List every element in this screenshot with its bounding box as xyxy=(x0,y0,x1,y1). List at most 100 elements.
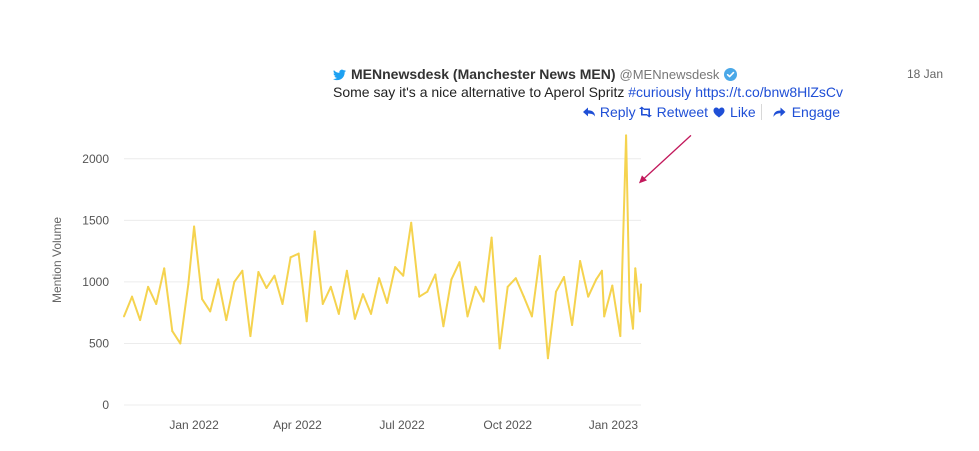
data-point xyxy=(458,261,461,264)
data-point xyxy=(155,303,158,306)
data-point xyxy=(522,295,525,298)
retweet-icon xyxy=(638,106,652,118)
tweet-author-name[interactable]: MENnewsdesk (Manchester News MEN) xyxy=(351,66,616,82)
like-label: Like xyxy=(730,104,756,120)
data-point xyxy=(305,320,308,323)
tweet-hashtag-link[interactable]: #curiously xyxy=(628,84,692,100)
y-axis-title: Mention Volume xyxy=(50,217,64,303)
data-point xyxy=(530,315,533,318)
data-point xyxy=(187,283,190,286)
data-point xyxy=(640,283,642,286)
data-point xyxy=(611,284,614,287)
data-point xyxy=(498,347,501,350)
x-tick-label: Jul 2022 xyxy=(379,418,425,432)
y-tick-label: 2000 xyxy=(82,152,109,166)
y-tick-label: 1000 xyxy=(82,275,109,289)
data-point xyxy=(595,278,598,281)
data-point xyxy=(482,300,485,303)
data-point xyxy=(450,278,453,281)
tweet-card[interactable]: MENnewsdesk (Manchester News MEN) @MENne… xyxy=(333,64,945,126)
data-point xyxy=(442,325,445,328)
data-point xyxy=(410,221,413,224)
data-point xyxy=(281,303,284,306)
data-point xyxy=(603,315,606,318)
data-point xyxy=(394,266,397,269)
retweet-label: Retweet xyxy=(656,104,709,120)
data-point xyxy=(625,134,628,137)
tweet-author-handle[interactable]: @MENnewsdesk xyxy=(619,66,720,82)
series-line xyxy=(123,134,642,360)
tweet-text-content: Some say it's a nice alternative to Aper… xyxy=(333,84,625,100)
tweet-header: MENnewsdesk (Manchester News MEN) @MENne… xyxy=(333,65,738,83)
data-point xyxy=(257,271,260,274)
data-points xyxy=(123,134,642,360)
data-point xyxy=(353,317,356,320)
gridlines xyxy=(124,158,641,406)
data-point xyxy=(634,267,637,270)
data-point xyxy=(638,310,641,313)
data-point xyxy=(418,295,421,298)
data-point xyxy=(233,280,236,283)
retweet-button[interactable]: Retweet xyxy=(638,104,708,120)
data-point xyxy=(297,252,300,255)
data-point xyxy=(506,285,509,288)
engage-button[interactable]: Engage xyxy=(772,104,840,120)
annotation-arrow xyxy=(640,134,692,182)
data-point xyxy=(434,273,437,276)
data-point xyxy=(474,285,477,288)
tweet-text: Some say it's a nice alternative to Aper… xyxy=(333,84,843,100)
tweet-actions: Reply Retweet Like Engage xyxy=(582,104,840,120)
data-point xyxy=(289,256,292,259)
y-tick-labels: 0 500 1000 1500 2000 xyxy=(82,152,109,412)
x-tick-label: Apr 2022 xyxy=(273,418,322,432)
data-point xyxy=(370,312,373,315)
data-point xyxy=(209,310,212,313)
data-point xyxy=(273,274,276,277)
data-point xyxy=(361,293,364,296)
data-point xyxy=(171,330,174,333)
reply-button[interactable]: Reply xyxy=(582,104,636,120)
x-tick-label: Jan 2022 xyxy=(169,418,219,432)
tweet-date: 18 Jan xyxy=(906,67,943,81)
data-point xyxy=(193,225,196,228)
twitter-bird-icon xyxy=(333,68,346,81)
data-point xyxy=(426,290,429,293)
data-point xyxy=(225,319,228,322)
data-point xyxy=(337,312,340,315)
data-point xyxy=(563,275,566,278)
reply-icon xyxy=(582,107,595,117)
like-button[interactable]: Like xyxy=(713,104,756,120)
data-point xyxy=(241,269,244,272)
data-point xyxy=(313,230,316,233)
data-point xyxy=(514,277,517,280)
action-divider xyxy=(760,104,762,120)
data-point xyxy=(321,303,324,306)
data-point xyxy=(600,269,603,272)
data-point xyxy=(131,295,134,298)
data-point xyxy=(631,327,634,330)
x-tick-labels: Jan 2022 Apr 2022 Jul 2022 Oct 2022 Jan 2023 xyxy=(169,418,638,432)
data-point xyxy=(619,335,622,338)
data-point xyxy=(147,285,150,288)
y-tick-label: 1500 xyxy=(82,213,109,227)
data-point xyxy=(490,236,493,239)
data-point xyxy=(179,342,182,345)
y-tick-label: 500 xyxy=(89,336,109,350)
data-point xyxy=(249,335,252,338)
data-point xyxy=(386,301,389,304)
data-point xyxy=(123,315,125,318)
y-tick-label: 0 xyxy=(102,398,109,412)
annotation-arrowhead xyxy=(638,175,647,184)
data-point xyxy=(554,290,557,293)
heart-icon xyxy=(713,107,725,117)
verified-badge-icon xyxy=(724,67,738,81)
data-point xyxy=(217,278,220,281)
engage-label: Engage xyxy=(791,104,840,120)
x-tick-label: Jan 2023 xyxy=(589,418,639,432)
data-point xyxy=(546,357,549,360)
data-point xyxy=(466,315,469,318)
reply-label: Reply xyxy=(599,104,636,120)
data-point xyxy=(201,298,204,301)
tweet-url-link[interactable]: https://t.co/bnw8HlZsCv xyxy=(695,84,844,100)
